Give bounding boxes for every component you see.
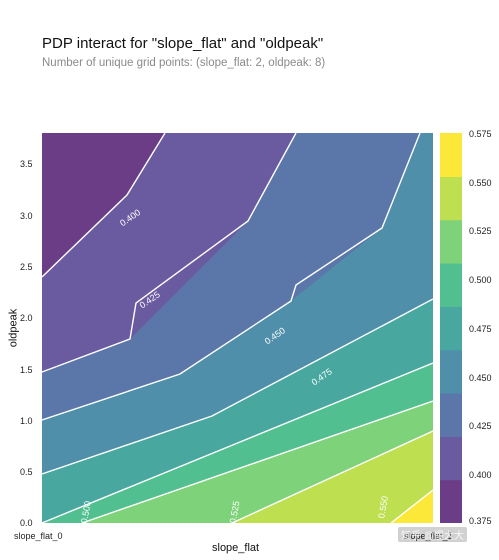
ytick-3-0: 3.0: [20, 211, 33, 221]
contour-label: 0.525: [228, 500, 242, 523]
colorbar-segment: [440, 263, 462, 307]
cbar-tick-0-575: 0.575: [469, 129, 492, 139]
cbar-tick-0-500: 0.500: [469, 275, 492, 285]
colorbar-segment: [440, 479, 462, 524]
x-axis-label: slope_flat: [212, 542, 260, 554]
contour-label: 0.550: [376, 495, 390, 519]
contour-line-500: [42, 362, 433, 523]
cbar-tick-0-425: 0.425: [469, 421, 492, 431]
cbar-tick-0-375: 0.375: [469, 516, 492, 526]
colorbar-svg: [440, 133, 462, 524]
contour-line-575: [390, 489, 433, 523]
contour-line-550: [231, 430, 433, 523]
ytick-2-0: 2.0: [20, 313, 33, 323]
xtick-slope-flat-0: slope_flat_0: [14, 531, 63, 541]
cbar-tick-0-525: 0.525: [469, 226, 492, 236]
cbar-tick-0-550: 0.550: [469, 178, 492, 188]
contour-line-525: [81, 400, 433, 523]
colorbar-segment: [440, 219, 462, 264]
colorbar-segment: [440, 436, 462, 481]
contour-label: 0.500: [79, 500, 93, 523]
ytick-0-0: 0.0: [20, 518, 33, 528]
cbar-tick-0-475: 0.475: [469, 324, 492, 334]
colorbar-segment: [440, 133, 462, 177]
ytick-1-5: 1.5: [20, 365, 33, 375]
contour-plot: 0.400 0.425 0.450 0.475 0.500 0.525 0.550: [42, 133, 433, 523]
colorbar-segment: [440, 306, 462, 351]
colorbar-segment: [440, 349, 462, 394]
xtick-slope-flat-1: slope_flat_1: [404, 531, 453, 541]
colorbar: [440, 133, 462, 524]
contour-line-450: [42, 133, 421, 421]
contour-line-425: [42, 133, 297, 373]
cbar-tick-0-400: 0.400: [469, 470, 492, 480]
y-axis-label: oldpeak: [7, 308, 20, 348]
contour-line-400: [42, 133, 166, 278]
chart-title: PDP interact for "slope_flat" and "oldpe…: [42, 35, 324, 52]
colorbar-segment: [440, 176, 462, 221]
watermark: 知乎 @慢大大: [398, 527, 467, 542]
contour-lines: [42, 133, 433, 523]
ytick-2-5: 2.5: [20, 262, 33, 272]
chart-subtitle: Number of unique grid points: (slope_fla…: [42, 57, 326, 69]
contour-line-475: [42, 298, 433, 475]
cbar-tick-0-450: 0.450: [469, 373, 492, 383]
ytick-1-0: 1.0: [20, 416, 33, 426]
ytick-3-5: 3.5: [20, 159, 33, 169]
colorbar-segment: [440, 393, 462, 437]
ytick-0-5: 0.5: [20, 467, 33, 477]
